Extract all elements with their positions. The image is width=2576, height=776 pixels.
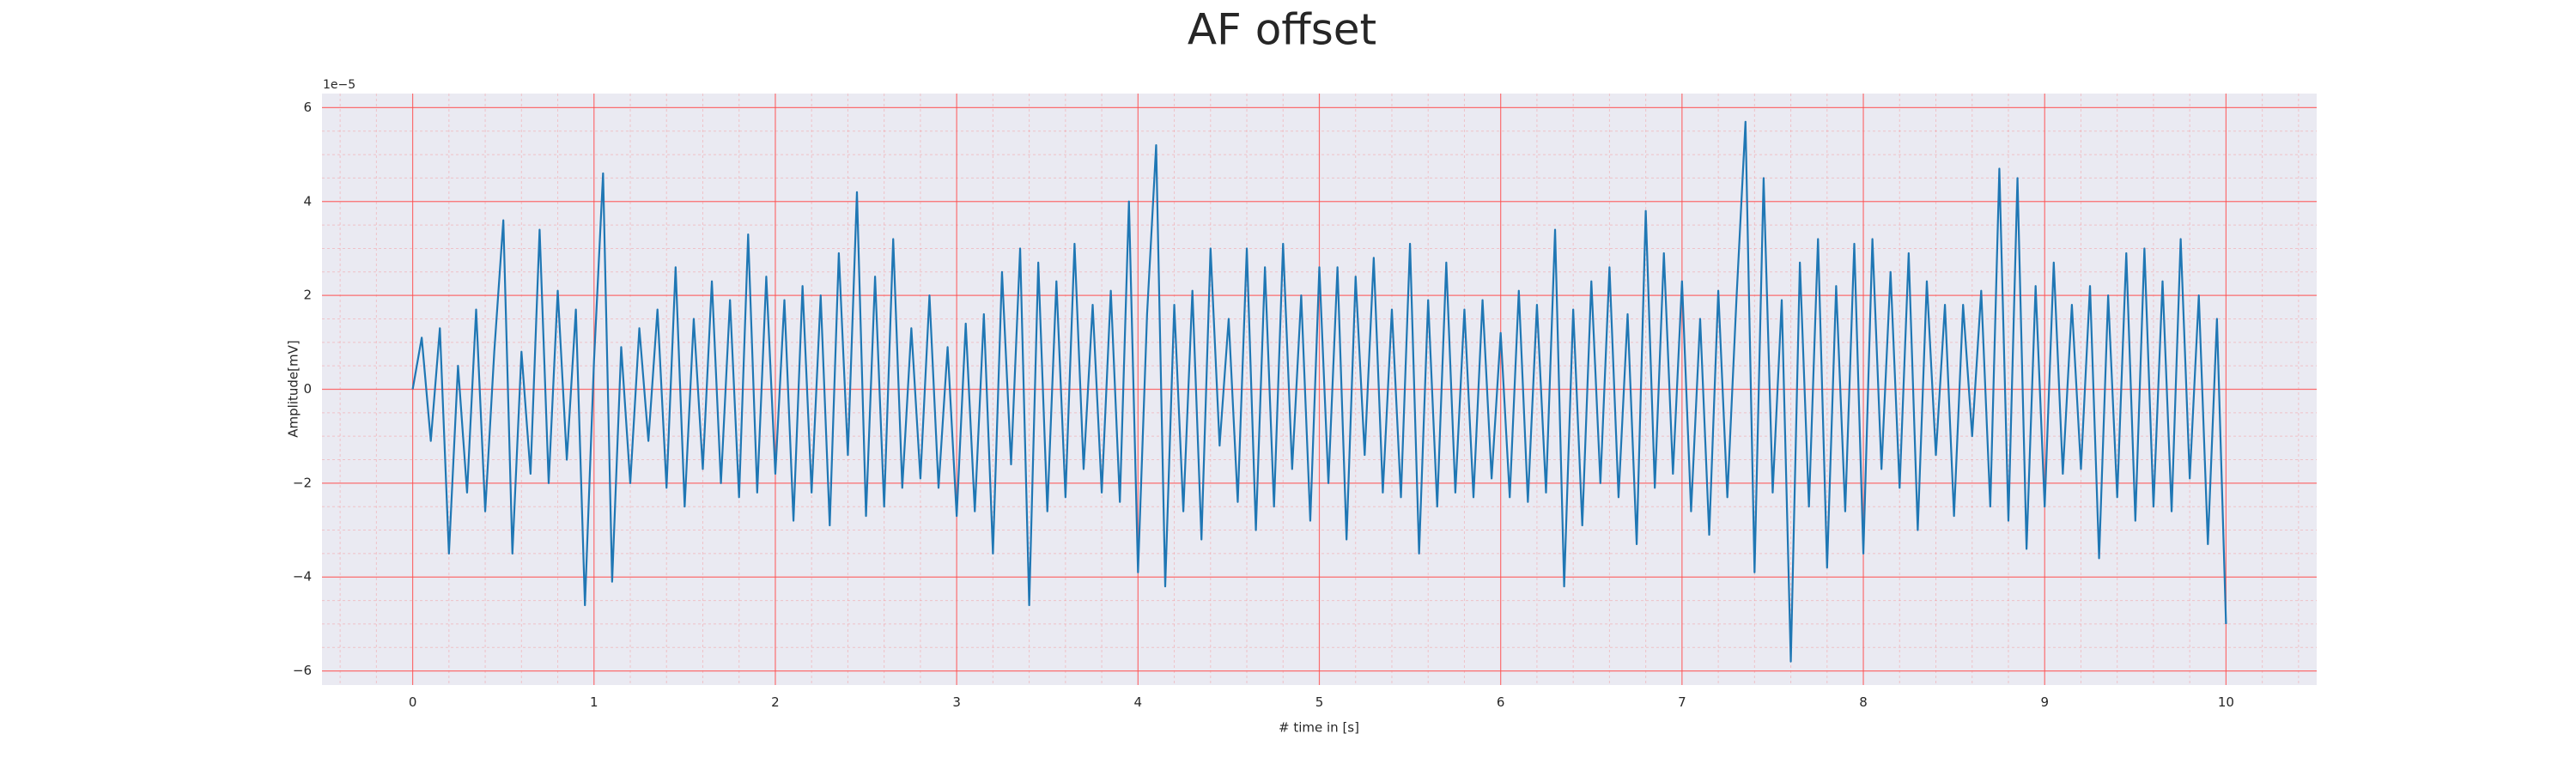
x-tick-label: 9	[2040, 694, 2049, 710]
x-tick-label: 8	[1859, 694, 1868, 710]
y-tick-label: 4	[303, 193, 312, 209]
x-tick-label: 10	[2218, 694, 2234, 710]
x-tick-label: 0	[409, 694, 417, 710]
x-tick-label: 3	[952, 694, 961, 710]
y-axis-label: Amplitude[mV]	[286, 340, 301, 437]
y-tick-label: 0	[303, 381, 312, 397]
x-tick-label: 5	[1315, 694, 1324, 710]
y-tick-label: −6	[293, 663, 312, 678]
y-offset-label: 1e−5	[323, 78, 355, 92]
y-tick-label: −4	[293, 569, 312, 585]
x-tick-label: 6	[1497, 694, 1505, 710]
x-tick-label: 4	[1134, 694, 1143, 710]
x-tick-label: 2	[771, 694, 780, 710]
x-tick-label: 7	[1678, 694, 1686, 710]
data-line	[411, 120, 2227, 663]
y-tick-label: 2	[303, 288, 312, 303]
y-tick-label: 6	[303, 100, 312, 115]
x-tick-label: 1	[590, 694, 598, 710]
y-tick-label: −2	[293, 475, 312, 490]
chart-title: AF offset	[1188, 5, 1376, 55]
x-axis-label: # time in [s]	[1279, 720, 1359, 736]
